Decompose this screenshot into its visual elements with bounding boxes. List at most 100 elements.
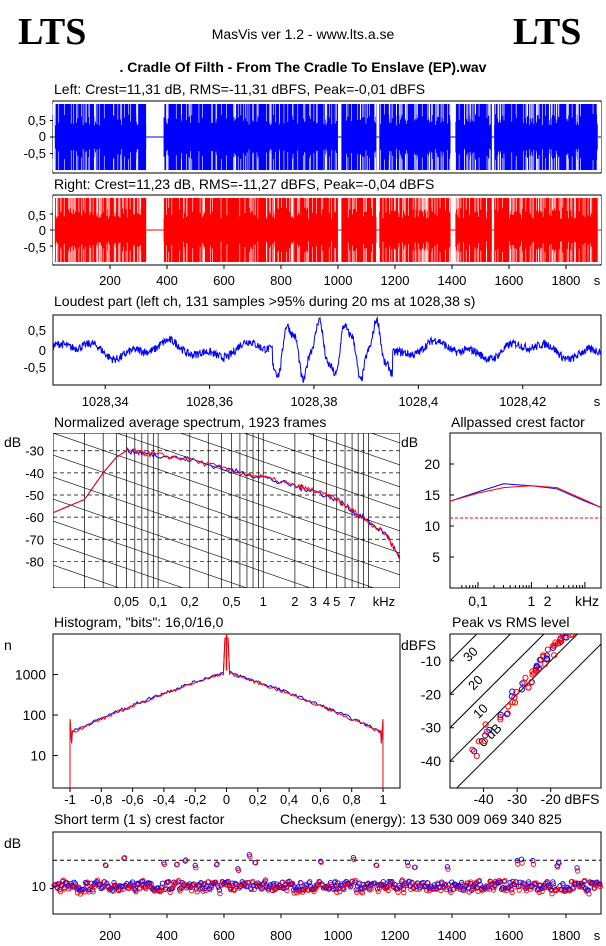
short-term-right-point xyxy=(359,890,366,896)
short-term-right-point xyxy=(56,881,62,888)
spectrum-left-line xyxy=(53,447,400,560)
spectrum-slope-line xyxy=(53,653,400,773)
short-term-right-point xyxy=(545,880,551,886)
short-term-right-point xyxy=(121,854,128,861)
histogram-ylabel: n xyxy=(4,637,12,653)
histogram-x-label: -0,4 xyxy=(153,792,175,807)
short-term-right-point xyxy=(174,861,180,867)
pvr-point xyxy=(518,686,525,693)
pvr-point xyxy=(505,703,512,710)
spectrum-slope-line xyxy=(306,433,400,466)
right-signal xyxy=(54,198,598,262)
short-term-right-point xyxy=(468,879,474,885)
pvr-point xyxy=(560,634,567,638)
short-term-left-point xyxy=(129,879,136,885)
short-term-right-point xyxy=(244,882,250,889)
left-y-tick-1: 0 xyxy=(39,129,46,144)
histogram-x-label: -0,6 xyxy=(121,792,143,807)
pvr-point xyxy=(567,634,575,639)
short-term-right-point xyxy=(161,861,168,868)
spectrum-y-label: -80 xyxy=(25,554,44,569)
crest-y-label: 15 xyxy=(424,487,440,503)
loudest-x-label: 1028,4 xyxy=(398,394,438,409)
pvr-point xyxy=(556,639,563,646)
short-term-x-label: 1600 xyxy=(494,928,523,943)
spectrum-x-label: 0,5 xyxy=(223,594,241,609)
short-term-left-point xyxy=(268,881,274,888)
short-term-right-point xyxy=(231,887,237,893)
short-term-right-point xyxy=(177,888,183,894)
right-y-tick-1: 0 xyxy=(39,223,46,238)
pvr-diagonal-label: 30 xyxy=(460,644,481,665)
pvr-point xyxy=(529,668,536,675)
short-term-right-point xyxy=(281,884,287,891)
short-term-right-point xyxy=(533,880,539,886)
peak-rms-y-axis: -10 -20 -30 -40 xyxy=(421,653,454,769)
histogram-x-label: -0,2 xyxy=(184,792,206,807)
left-y-tick-0: 0,5 xyxy=(28,113,46,128)
short-term-right-point xyxy=(385,887,391,894)
short-term-right-point xyxy=(395,889,401,896)
spectrum-x-unit: kHz xyxy=(373,594,395,609)
pvr-x-unit: dBFS xyxy=(564,791,599,807)
short-term-right-point xyxy=(549,891,555,897)
pvr-y-label: -20 xyxy=(421,686,441,702)
spectrum-x-label: 0,1 xyxy=(149,594,167,609)
short-term-frame xyxy=(52,831,602,915)
short-term-right-point xyxy=(247,853,253,860)
short-term-ylabel: dB xyxy=(4,835,21,851)
short-term-left-point xyxy=(597,881,603,887)
crest-y-label: 10 xyxy=(424,518,440,534)
pvr-diagonal-label: 20 xyxy=(465,672,486,693)
spectrum-panel xyxy=(53,433,400,795)
short-term-right-point xyxy=(248,886,254,893)
short-term-right-point xyxy=(530,861,537,867)
pvr-point xyxy=(482,721,489,728)
short-term-right-point xyxy=(331,886,337,893)
short-term-left-point xyxy=(404,859,411,866)
short-term-right-point xyxy=(298,880,304,886)
peak-rms-frame xyxy=(449,633,602,789)
crest-series-0 xyxy=(449,483,602,508)
short-term-right-point xyxy=(405,862,411,869)
pvr-diagonal-label: 40 xyxy=(455,615,476,636)
short-term-right-point xyxy=(329,883,336,889)
pvr-point xyxy=(551,642,558,649)
spectrum-slope-line xyxy=(53,433,400,554)
pvr-point xyxy=(475,738,482,745)
pvr-point xyxy=(497,711,504,718)
wave-x-label-400: 400 xyxy=(156,273,178,288)
short-term-right-point xyxy=(166,878,172,885)
short-term-right-point xyxy=(374,862,380,869)
logo-left: LTS xyxy=(18,11,86,53)
loudest-x-label: 1028,34 xyxy=(82,394,129,409)
crest-y-label: 20 xyxy=(424,456,440,472)
histogram-x-label: 1 xyxy=(379,792,386,807)
short-term-right-point xyxy=(252,860,259,866)
spectrum-slope-line xyxy=(53,675,400,795)
wave-x-label-600: 600 xyxy=(213,273,235,288)
left-y-tick-2: -0,5 xyxy=(24,146,46,161)
short-term-right-point xyxy=(227,884,233,890)
short-term-left-point xyxy=(380,879,386,885)
short-term-right-point xyxy=(213,879,219,885)
short-term-left-point xyxy=(574,865,580,871)
short-term-right-point xyxy=(556,860,562,866)
spectrum-slope-line xyxy=(53,498,312,588)
pvr-point xyxy=(503,711,511,718)
short-term-right-point xyxy=(412,864,418,870)
short-term-right-point xyxy=(443,887,450,893)
spectrum-right-line xyxy=(53,447,400,560)
histogram-y-label: 10 xyxy=(30,748,46,764)
short-term-left-point xyxy=(510,878,516,885)
histogram-title: Histogram, "bits": 16,0/16,0 xyxy=(54,614,224,630)
short-term-right-point xyxy=(580,884,586,891)
pvr-point xyxy=(473,752,480,760)
waveform-x-axis: 200 400 600 800 1000 1200 1400 1600 1800 s xyxy=(99,265,601,288)
short-term-right-point xyxy=(574,868,581,874)
short-term-left-point xyxy=(297,879,304,886)
short-term-right-point xyxy=(445,866,451,872)
spectrum-y-label: -70 xyxy=(25,532,44,547)
allpassed-crest-panel xyxy=(449,432,602,589)
pvr-point xyxy=(511,694,518,701)
